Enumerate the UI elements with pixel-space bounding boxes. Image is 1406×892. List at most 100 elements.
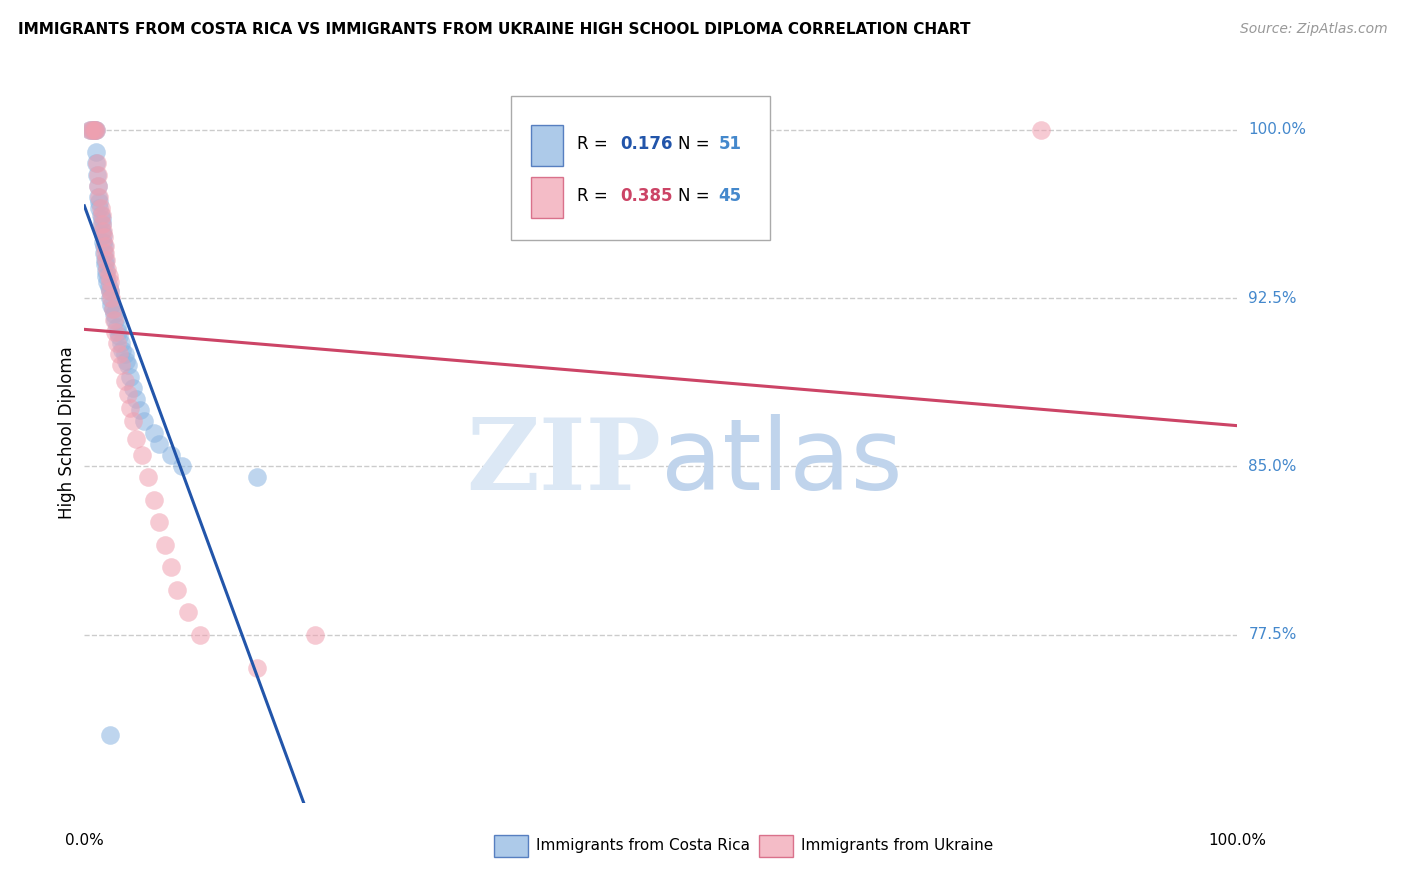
Point — [105, 320, 128, 334]
Point — [142, 425, 165, 440]
Point — [104, 313, 127, 327]
Point — [115, 354, 138, 368]
Point — [84, 122, 107, 136]
Point — [89, 190, 111, 204]
Point — [96, 275, 118, 289]
Point — [108, 347, 131, 361]
Point — [96, 268, 118, 283]
FancyBboxPatch shape — [530, 178, 562, 218]
Point — [110, 359, 132, 373]
Point — [108, 329, 131, 343]
Text: Immigrants from Ukraine: Immigrants from Ukraine — [801, 838, 994, 854]
Point — [89, 201, 111, 215]
Text: 100.0%: 100.0% — [1208, 833, 1267, 848]
Point — [246, 470, 269, 484]
Point — [160, 560, 183, 574]
Point — [114, 374, 136, 388]
Point — [104, 325, 127, 339]
FancyBboxPatch shape — [494, 835, 529, 857]
Point — [87, 178, 110, 193]
Text: Source: ZipAtlas.com: Source: ZipAtlas.com — [1240, 22, 1388, 37]
Point — [94, 252, 117, 267]
Point — [117, 359, 139, 373]
Point — [111, 343, 134, 357]
Text: IMMIGRANTS FROM COSTA RICA VS IMMIGRANTS FROM UKRAINE HIGH SCHOOL DIPLOMA CORREL: IMMIGRANTS FROM COSTA RICA VS IMMIGRANTS… — [18, 22, 970, 37]
Point — [107, 325, 129, 339]
Text: 0.385: 0.385 — [620, 186, 673, 204]
Point — [98, 275, 121, 289]
Point — [166, 582, 188, 597]
Text: 92.5%: 92.5% — [1249, 291, 1296, 305]
Point — [90, 212, 112, 227]
Text: R =: R = — [576, 135, 613, 153]
Point — [246, 661, 269, 675]
Point — [110, 335, 132, 350]
Point — [121, 414, 143, 428]
Text: 45: 45 — [718, 186, 741, 204]
FancyBboxPatch shape — [530, 126, 562, 166]
Point — [89, 194, 111, 209]
Point — [117, 387, 139, 401]
Text: R =: R = — [576, 186, 613, 204]
Point — [1031, 122, 1053, 136]
Point — [79, 122, 101, 136]
Point — [98, 285, 121, 299]
Point — [87, 168, 110, 182]
Point — [98, 291, 121, 305]
Point — [134, 414, 156, 428]
Point — [87, 178, 110, 193]
Point — [89, 208, 111, 222]
Point — [103, 302, 124, 317]
Point — [90, 224, 112, 238]
Point — [94, 246, 117, 260]
Point — [103, 313, 125, 327]
Point — [96, 252, 118, 267]
Point — [97, 268, 120, 283]
Point — [103, 307, 125, 321]
Point — [96, 261, 118, 276]
Text: 0.0%: 0.0% — [65, 833, 104, 848]
Point — [91, 228, 114, 243]
Point — [120, 369, 142, 384]
Point — [148, 437, 170, 451]
Point — [103, 302, 124, 317]
Text: Immigrants from Costa Rica: Immigrants from Costa Rica — [536, 838, 751, 854]
Point — [90, 217, 112, 231]
Point — [93, 230, 115, 244]
Point — [121, 381, 143, 395]
Text: 100.0%: 100.0% — [1249, 122, 1306, 137]
Point — [83, 122, 105, 136]
Point — [105, 335, 128, 350]
Text: 85.0%: 85.0% — [1249, 458, 1296, 474]
Point — [125, 392, 148, 406]
Point — [177, 605, 200, 619]
Point — [98, 285, 121, 299]
Point — [84, 122, 107, 136]
Text: 51: 51 — [718, 135, 741, 153]
Point — [83, 122, 105, 136]
Point — [94, 239, 117, 253]
Point — [83, 122, 105, 136]
Point — [142, 492, 165, 507]
Point — [83, 122, 105, 136]
Point — [86, 168, 108, 182]
Point — [93, 246, 115, 260]
Point — [148, 516, 170, 530]
Point — [160, 448, 183, 462]
Point — [91, 235, 114, 249]
Point — [125, 433, 148, 447]
Point — [304, 627, 326, 641]
Point — [89, 201, 111, 215]
Text: N =: N = — [678, 186, 716, 204]
Point — [136, 470, 159, 484]
Point — [79, 122, 101, 136]
Point — [94, 257, 117, 271]
Point — [90, 208, 112, 222]
FancyBboxPatch shape — [510, 95, 770, 240]
Point — [90, 217, 112, 231]
Text: 77.5%: 77.5% — [1249, 627, 1296, 642]
Text: N =: N = — [678, 135, 716, 153]
Point — [100, 291, 122, 305]
Point — [188, 627, 211, 641]
Point — [128, 403, 150, 417]
